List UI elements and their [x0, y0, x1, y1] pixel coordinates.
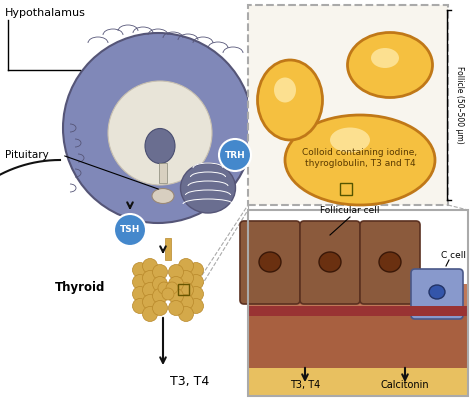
Circle shape — [179, 259, 193, 273]
Circle shape — [153, 277, 167, 292]
Bar — [178, 284, 189, 295]
Text: Follicular cell: Follicular cell — [320, 206, 380, 215]
Circle shape — [133, 275, 147, 290]
Ellipse shape — [152, 188, 174, 203]
Bar — [340, 183, 352, 195]
Bar — [165, 238, 171, 260]
Circle shape — [143, 306, 157, 322]
Circle shape — [143, 271, 157, 286]
Ellipse shape — [259, 252, 281, 272]
Text: Colloid containing iodine,
thyroglobulin, T3 and T4: Colloid containing iodine, thyroglobulin… — [302, 148, 418, 168]
Text: Hypothalamus: Hypothalamus — [5, 8, 86, 18]
Circle shape — [166, 282, 178, 294]
Ellipse shape — [181, 163, 236, 213]
Text: Pituitary: Pituitary — [5, 150, 49, 160]
Circle shape — [162, 288, 174, 300]
Circle shape — [168, 265, 183, 279]
Circle shape — [179, 271, 193, 286]
Circle shape — [168, 288, 183, 304]
Text: TSH: TSH — [120, 225, 140, 235]
Text: Follicle (50–500 μm): Follicle (50–500 μm) — [456, 66, 465, 144]
Circle shape — [219, 139, 251, 171]
Circle shape — [108, 81, 212, 185]
FancyBboxPatch shape — [360, 221, 420, 304]
FancyBboxPatch shape — [300, 221, 360, 304]
Ellipse shape — [285, 115, 435, 205]
Ellipse shape — [429, 285, 445, 299]
Ellipse shape — [319, 252, 341, 272]
Ellipse shape — [347, 32, 432, 97]
Circle shape — [189, 286, 203, 302]
Bar — [159, 163, 167, 183]
Text: Calcitonin: Calcitonin — [381, 380, 429, 390]
Circle shape — [179, 306, 193, 322]
Circle shape — [143, 259, 157, 273]
Ellipse shape — [274, 77, 296, 103]
Bar — [248, 306, 468, 396]
Circle shape — [189, 263, 203, 277]
Text: T3, T4: T3, T4 — [170, 375, 209, 389]
Circle shape — [189, 275, 203, 290]
Circle shape — [143, 294, 157, 310]
FancyBboxPatch shape — [240, 221, 300, 304]
Circle shape — [114, 214, 146, 246]
Bar — [248, 306, 468, 316]
Circle shape — [153, 265, 167, 279]
Circle shape — [158, 282, 170, 294]
Text: Thyroid: Thyroid — [55, 282, 105, 294]
FancyBboxPatch shape — [248, 5, 448, 205]
Circle shape — [133, 298, 147, 314]
Circle shape — [133, 263, 147, 277]
FancyBboxPatch shape — [411, 269, 463, 319]
Circle shape — [63, 33, 253, 223]
Circle shape — [143, 282, 157, 298]
Bar — [248, 368, 468, 396]
Ellipse shape — [257, 60, 322, 140]
Circle shape — [189, 298, 203, 314]
Circle shape — [179, 294, 193, 310]
Circle shape — [153, 288, 167, 304]
Text: TRH: TRH — [225, 150, 246, 160]
Ellipse shape — [371, 48, 399, 68]
Circle shape — [168, 300, 183, 316]
Circle shape — [133, 286, 147, 302]
Text: C cell: C cell — [441, 251, 466, 261]
Circle shape — [168, 277, 183, 292]
Circle shape — [179, 282, 193, 298]
Circle shape — [153, 300, 167, 316]
Ellipse shape — [145, 128, 175, 164]
Ellipse shape — [330, 128, 370, 152]
Text: T3, T4: T3, T4 — [290, 380, 320, 390]
Ellipse shape — [379, 252, 401, 272]
Bar — [248, 284, 468, 386]
